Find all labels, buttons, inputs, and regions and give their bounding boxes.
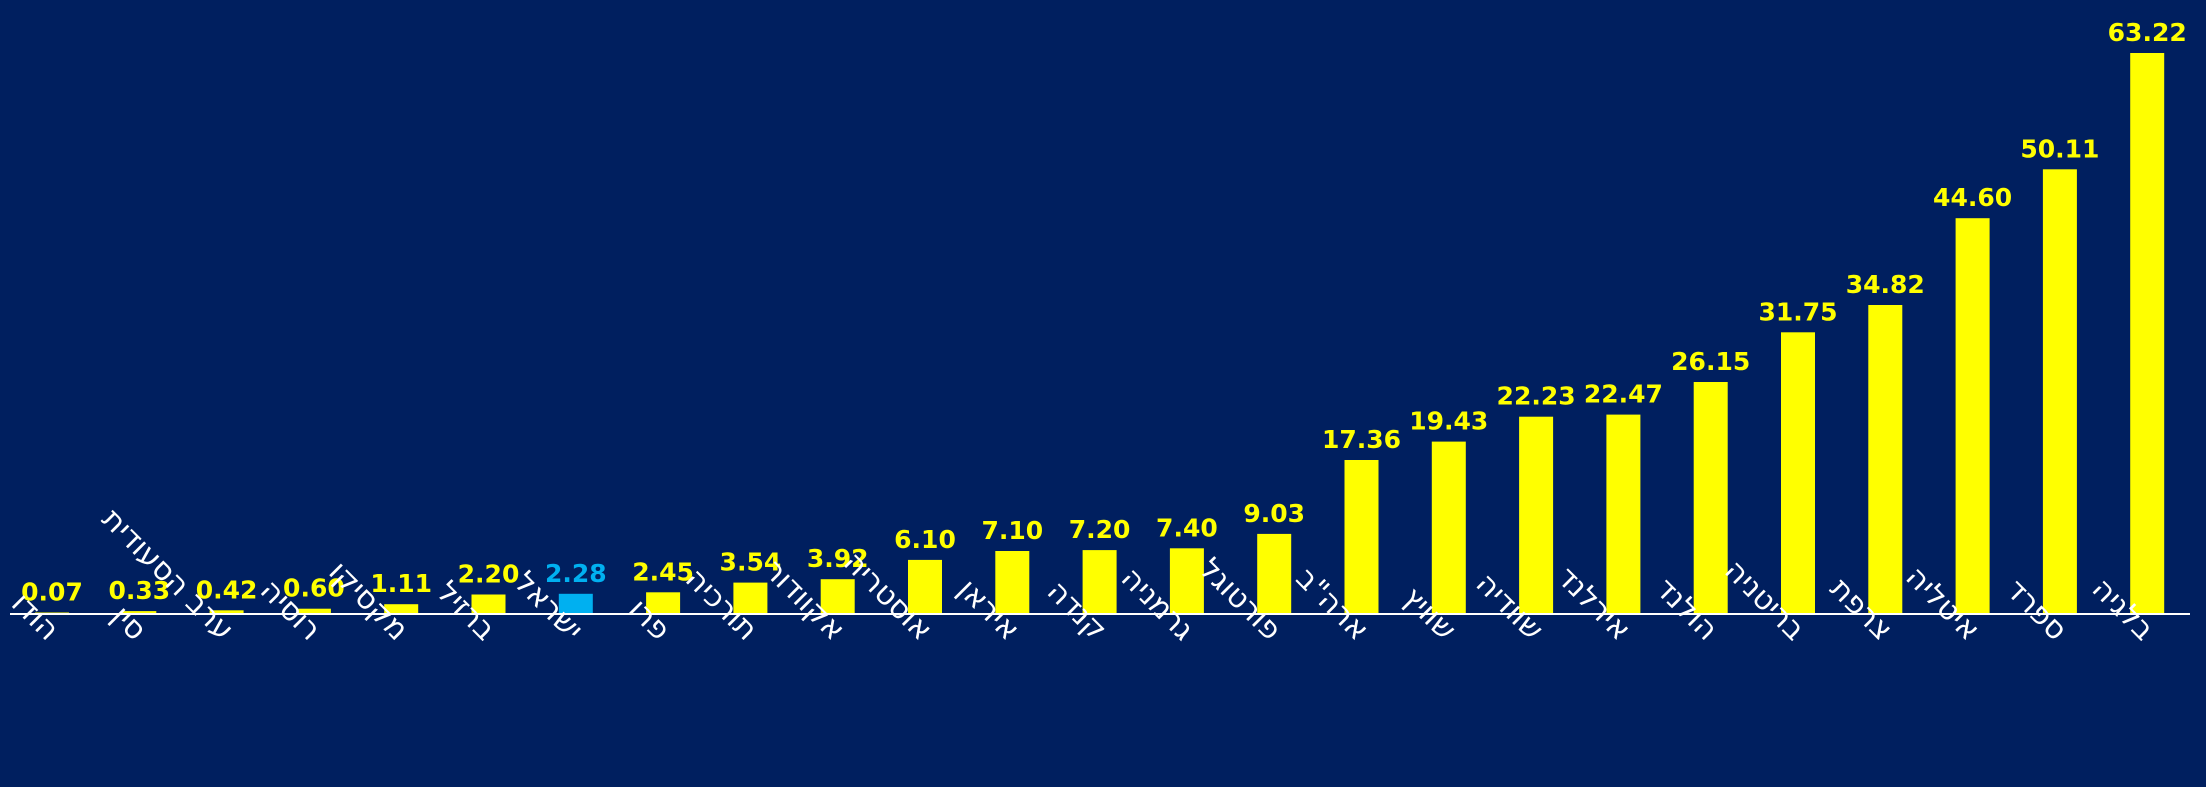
bar-22 [1955,218,1990,614]
value-label-11: 7.10 [981,516,1043,545]
bar-9 [820,579,855,614]
bar-3 [296,608,331,614]
value-label-0: 0.07 [21,578,83,607]
bar-24 [2130,53,2165,614]
bar-13 [1169,548,1204,614]
value-label-14: 9.03 [1243,499,1305,528]
value-label-19: 26.15 [1671,347,1750,376]
value-label-6: 2.28 [545,559,607,588]
bar-12 [1082,550,1117,614]
bar-17 [1519,416,1554,614]
value-label-18: 22.47 [1584,380,1663,409]
bar-11 [995,551,1030,614]
value-label-1: 0.33 [108,576,170,605]
value-label-24: 63.22 [2108,18,2187,47]
bar-10 [908,559,942,614]
bar-15 [1344,460,1379,614]
value-label-7: 2.45 [632,557,694,586]
bar-23 [2042,169,2077,615]
bar-16 [1431,441,1466,614]
value-label-20: 31.75 [1758,297,1837,326]
value-label-12: 7.20 [1069,515,1131,544]
bar-6 [558,593,593,614]
bar-21 [1868,305,1903,614]
value-label-22: 44.60 [1933,183,2012,212]
value-label-10: 6.10 [894,525,956,554]
value-label-21: 34.82 [1846,270,1925,299]
value-label-3: 0.60 [283,574,345,603]
bar-5 [471,594,506,614]
bar-4 [384,604,419,614]
bar-7 [646,592,681,614]
value-label-5: 2.20 [458,560,520,589]
bar-18 [1606,414,1641,614]
bars-layer [35,53,2165,615]
value-label-2: 0.42 [196,575,258,604]
value-label-8: 3.54 [720,548,782,577]
bar-1 [122,611,157,614]
bar-20 [1781,332,1815,614]
bar-8 [733,582,768,614]
value-label-23: 50.11 [2020,134,2099,163]
value-label-17: 22.23 [1497,382,1576,411]
value-label-9: 3.92 [807,544,869,573]
value-label-15: 17.36 [1322,425,1401,454]
value-labels-layer: 0.07 0.33 0.42 0.60 1.11 2.20 2.28 2.45 3.54 3.92… [21,18,2187,607]
bar-19 [1693,382,1728,614]
value-label-4: 1.11 [370,569,432,598]
bar-14 [1257,533,1292,614]
value-label-13: 7.40 [1156,513,1218,542]
value-label-16: 19.43 [1409,407,1488,436]
bar-2 [209,610,244,614]
